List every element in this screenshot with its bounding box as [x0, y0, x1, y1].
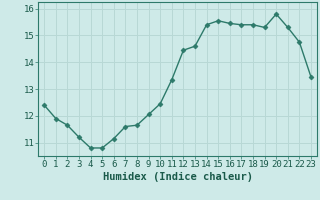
- X-axis label: Humidex (Indice chaleur): Humidex (Indice chaleur): [103, 172, 252, 182]
